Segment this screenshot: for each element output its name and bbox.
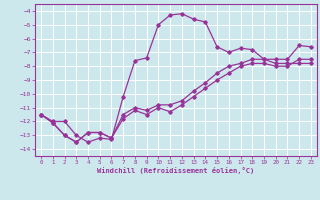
X-axis label: Windchill (Refroidissement éolien,°C): Windchill (Refroidissement éolien,°C) xyxy=(97,167,255,174)
